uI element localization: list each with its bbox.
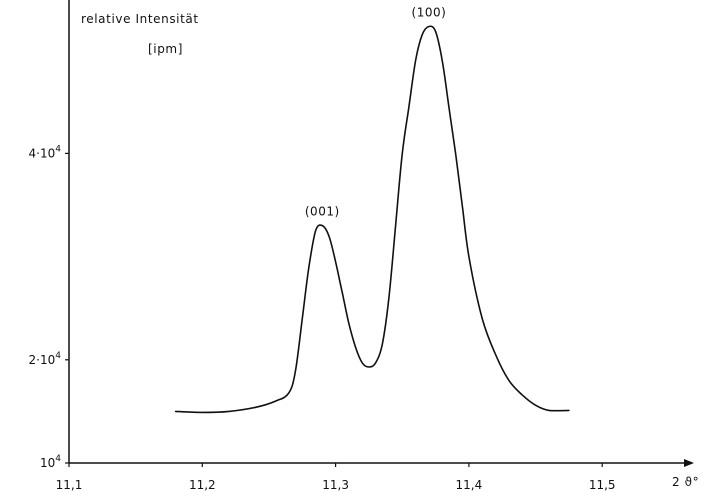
x-tick-label: 11,5 bbox=[589, 478, 616, 492]
intensity-curve bbox=[174, 25, 570, 414]
axes bbox=[68, 0, 694, 467]
x-axis-arrow bbox=[684, 459, 694, 467]
y-axis-unit: [ipm] bbox=[148, 42, 183, 56]
y-tick-label: 2·104 bbox=[29, 351, 62, 367]
x-tick-label: 11,1 bbox=[56, 478, 83, 492]
y-tick-label: 4·104 bbox=[29, 144, 62, 160]
x-tick-label: 11,4 bbox=[456, 478, 483, 492]
y-axis-title: relative Intensität bbox=[81, 12, 199, 26]
x-tick-label: 11,3 bbox=[322, 478, 349, 492]
peak-label: (100) bbox=[412, 5, 447, 19]
peak-label: (001) bbox=[305, 205, 340, 219]
x-tick-label: 11,2 bbox=[189, 478, 216, 492]
y-tick-label: 104 bbox=[40, 454, 61, 470]
x-axis-title: 2 ϑ° bbox=[672, 475, 699, 489]
peak-annotations: (001) (100) bbox=[305, 5, 446, 218]
